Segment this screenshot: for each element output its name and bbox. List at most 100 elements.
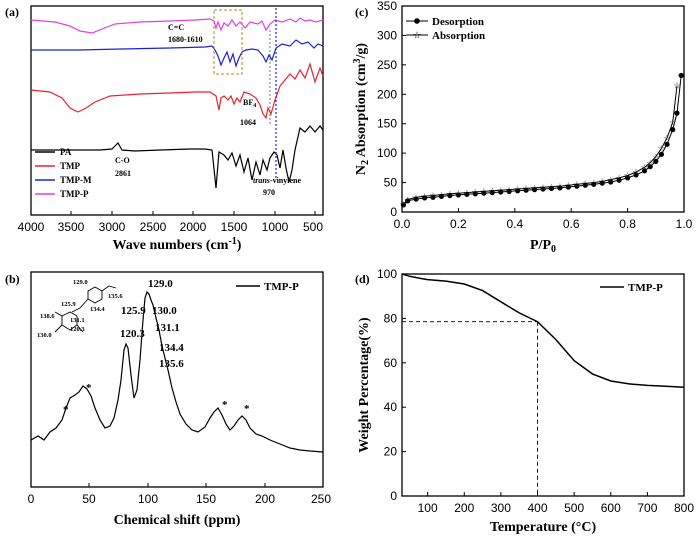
methyl-bond	[54, 324, 63, 333]
panel-b-x-ticks: 0 50 100 150 200 250	[28, 483, 331, 506]
panel-b-tick-label: 200	[255, 492, 275, 506]
peak-label-135.6: 135.6	[159, 358, 184, 370]
panel-d-label: (d)	[355, 272, 370, 286]
mol-label-125.9: 125.9	[61, 301, 76, 308]
panel-d-x-tick-label: 500	[564, 501, 584, 515]
panel-c-ticks: 0.0 0.2 0.4 0.6 0.8 1.0 0 50 100 150 200 250 300 350	[377, 0, 693, 231]
mol-label-138.6: 138.6	[40, 313, 55, 320]
mol-label-131.1: 131.1	[70, 317, 85, 324]
point-absorption: ☆	[673, 82, 681, 92]
panel-c-x-tick-label: 0.4	[506, 217, 523, 231]
panel-a-tick-label: 500	[303, 220, 323, 234]
legend-label-tmp-p: TMP-P	[60, 189, 89, 199]
panel-c-y-tick-label: 250	[377, 58, 397, 72]
point-desorption	[633, 172, 639, 178]
panel-b-tick-label: 0	[28, 492, 35, 506]
panel-d-x-tick-label: 200	[454, 501, 474, 515]
panel-d-x-axis-title: Temperature (°C)	[490, 520, 597, 535]
panel-d-x-tick-label: 300	[491, 501, 511, 515]
panel-c-x-tick-label: 0.2	[450, 217, 467, 231]
panel-c-x-tick-label: 0.0	[394, 217, 411, 231]
panel-d-x-tick-label: 100	[418, 501, 438, 515]
panel-a-tick-label: 3000	[99, 220, 126, 234]
point-absorption: ☆	[663, 134, 671, 144]
panel-a-tick-label: 1000	[262, 220, 289, 234]
point-absorption: ☆	[399, 201, 407, 211]
legend-label-tga: TMP-P	[628, 282, 663, 294]
legend-label-absorption: Absorption	[432, 30, 485, 42]
panel-b-label: (b)	[5, 272, 20, 286]
panel-d-y-tick-label: 80	[384, 311, 398, 325]
panel-d-x-tick-label: 800	[674, 501, 694, 515]
panel-a-frame	[30, 5, 324, 216]
peak-label-131.1: 131.1	[155, 322, 180, 334]
bf4-label: BF4	[243, 98, 256, 109]
point-desorption	[647, 164, 653, 170]
panel-a-tick-label: 1500	[221, 220, 248, 234]
panel-d-y-tick-label: 60	[384, 356, 398, 370]
point-absorption: ☆	[646, 159, 654, 169]
point-absorption: ☆	[531, 184, 539, 194]
point-absorption: ☆	[497, 186, 505, 196]
peak-label-130.0: 130.0	[152, 305, 177, 317]
panel-d-frame	[401, 273, 685, 497]
panel-d-y-axis-title: Weight Percentage(%)	[357, 317, 372, 453]
vinylene-bond	[79, 298, 89, 309]
panel-c: (c) 0.0 0.2 0.4 0.6 0.8 1.0 0 50 100 150 200 250 300…	[352, 0, 693, 255]
panel-d-x-tick-label: 600	[601, 501, 621, 515]
series-pa-line	[31, 125, 324, 189]
point-absorption: ☆	[412, 193, 420, 203]
panel-c-frame	[401, 5, 685, 213]
point-desorption	[653, 158, 659, 164]
panel-a-x-axis-title: Wave numbers (cm-1)	[113, 236, 242, 253]
legend-label-pa: PA	[60, 147, 72, 157]
point-absorption: ☆	[556, 182, 564, 192]
panel-d-y-tick-label: 0	[390, 489, 397, 503]
mol-label-134.4: 134.4	[90, 306, 105, 313]
point-absorption: ☆	[615, 174, 623, 184]
panel-d-y-tick-label: 20	[384, 445, 398, 459]
panel-a: (a) C=C 1680-1610 BF4 1064 C-O 2861 tran…	[5, 5, 324, 253]
vinylene-bond	[71, 307, 81, 313]
panel-b: (b) 129.0 130.0 131.1 134.4 135.6 125.9 …	[5, 271, 331, 528]
legend-label-nmr: TMP-P	[264, 281, 299, 293]
point-absorption: ☆	[471, 188, 479, 198]
panel-a-tick-label: 2000	[180, 220, 207, 234]
peak-asterisk: *	[222, 399, 228, 411]
point-absorption: ☆	[437, 191, 445, 201]
point-absorption: ☆	[632, 168, 640, 178]
panel-a-tick-label: 4000	[18, 220, 45, 234]
panel-c-x-tick-label: 1.0	[676, 217, 693, 231]
point-absorption: ☆	[624, 172, 632, 182]
panel-a-label: (a)	[5, 5, 19, 19]
peak-asterisk: *	[244, 403, 250, 415]
panel-d-y-tick-label: 40	[384, 400, 398, 414]
point-desorption	[608, 179, 614, 185]
series-absorption-line	[403, 85, 678, 205]
panel-c-y-tick-label: 0	[390, 205, 397, 219]
series-nmr-line	[30, 290, 324, 453]
panel-c-x-axis-title: P/P0	[530, 238, 556, 255]
point-absorption: ☆	[581, 180, 589, 190]
panel-b-tick-label: 50	[82, 492, 96, 506]
methyl-bond	[76, 324, 84, 333]
point-absorption: ☆	[564, 181, 572, 191]
methyl-bond	[54, 311, 63, 317]
point-desorption	[641, 168, 648, 174]
panel-d-ticks: 100 200 300 400 500 600 700 800 0 20 40 60 80 100	[377, 267, 694, 515]
panel-b-tick-label: 250	[311, 492, 331, 506]
panel-c-y-tick-label: 350	[377, 0, 397, 13]
point-desorption	[625, 175, 631, 181]
mol-label-135.6: 135.6	[108, 293, 123, 300]
point-absorption: ☆	[421, 192, 429, 202]
panel-c-label: (c)	[355, 5, 368, 19]
point-desorption	[400, 202, 407, 208]
point-absorption: ☆	[598, 178, 606, 188]
benzene-ring	[87, 286, 103, 304]
legend-label-tmp: TMP	[60, 161, 80, 171]
panel-d-x-tick-label: 400	[527, 501, 547, 515]
cc-range-label: 1680-1610	[168, 35, 203, 44]
point-desorption	[674, 110, 680, 116]
peak-label-134.4: 134.4	[159, 342, 184, 354]
